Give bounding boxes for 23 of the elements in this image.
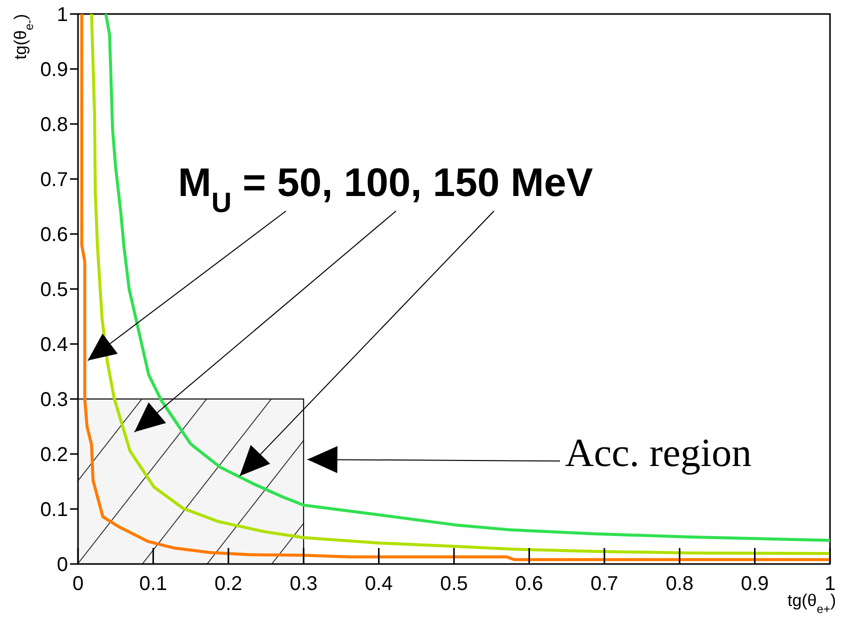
x-tick-label: 0.7: [590, 573, 618, 595]
y-tick-label: 0.3: [40, 389, 68, 411]
x-tick-label: 0.4: [364, 573, 393, 595]
y-tick-label: 0.2: [40, 444, 68, 466]
y-tick-label: 0.1: [40, 499, 68, 521]
annotation: M$_{U}$ = 50, 100, 150 MeV: [178, 161, 594, 218]
y-tick-label: 0.7: [40, 169, 68, 191]
y-tick-label: 1: [56, 4, 68, 26]
y-tick-label: 0: [56, 554, 68, 576]
x-tick-label: 0.9: [740, 573, 769, 595]
x-tick-label: 0.6: [515, 573, 544, 595]
annotation: Acc. region: [565, 430, 752, 475]
y-tick-label: 0.5: [40, 279, 68, 301]
x-tick-label: 0.1: [139, 573, 168, 595]
y-tick-label: 0.8: [40, 114, 68, 136]
x-tick-label: 0.2: [214, 573, 242, 595]
x-tick-label: 0.3: [290, 573, 318, 595]
x-tick-label: 0: [72, 573, 84, 595]
y-tick-label: 0.4: [40, 334, 68, 356]
x-tick-label: 0.8: [666, 573, 694, 595]
x-tick-label: 0.5: [440, 573, 468, 595]
y-tick-label: 0.6: [40, 224, 68, 246]
y-tick-label: 0.9: [40, 59, 68, 81]
